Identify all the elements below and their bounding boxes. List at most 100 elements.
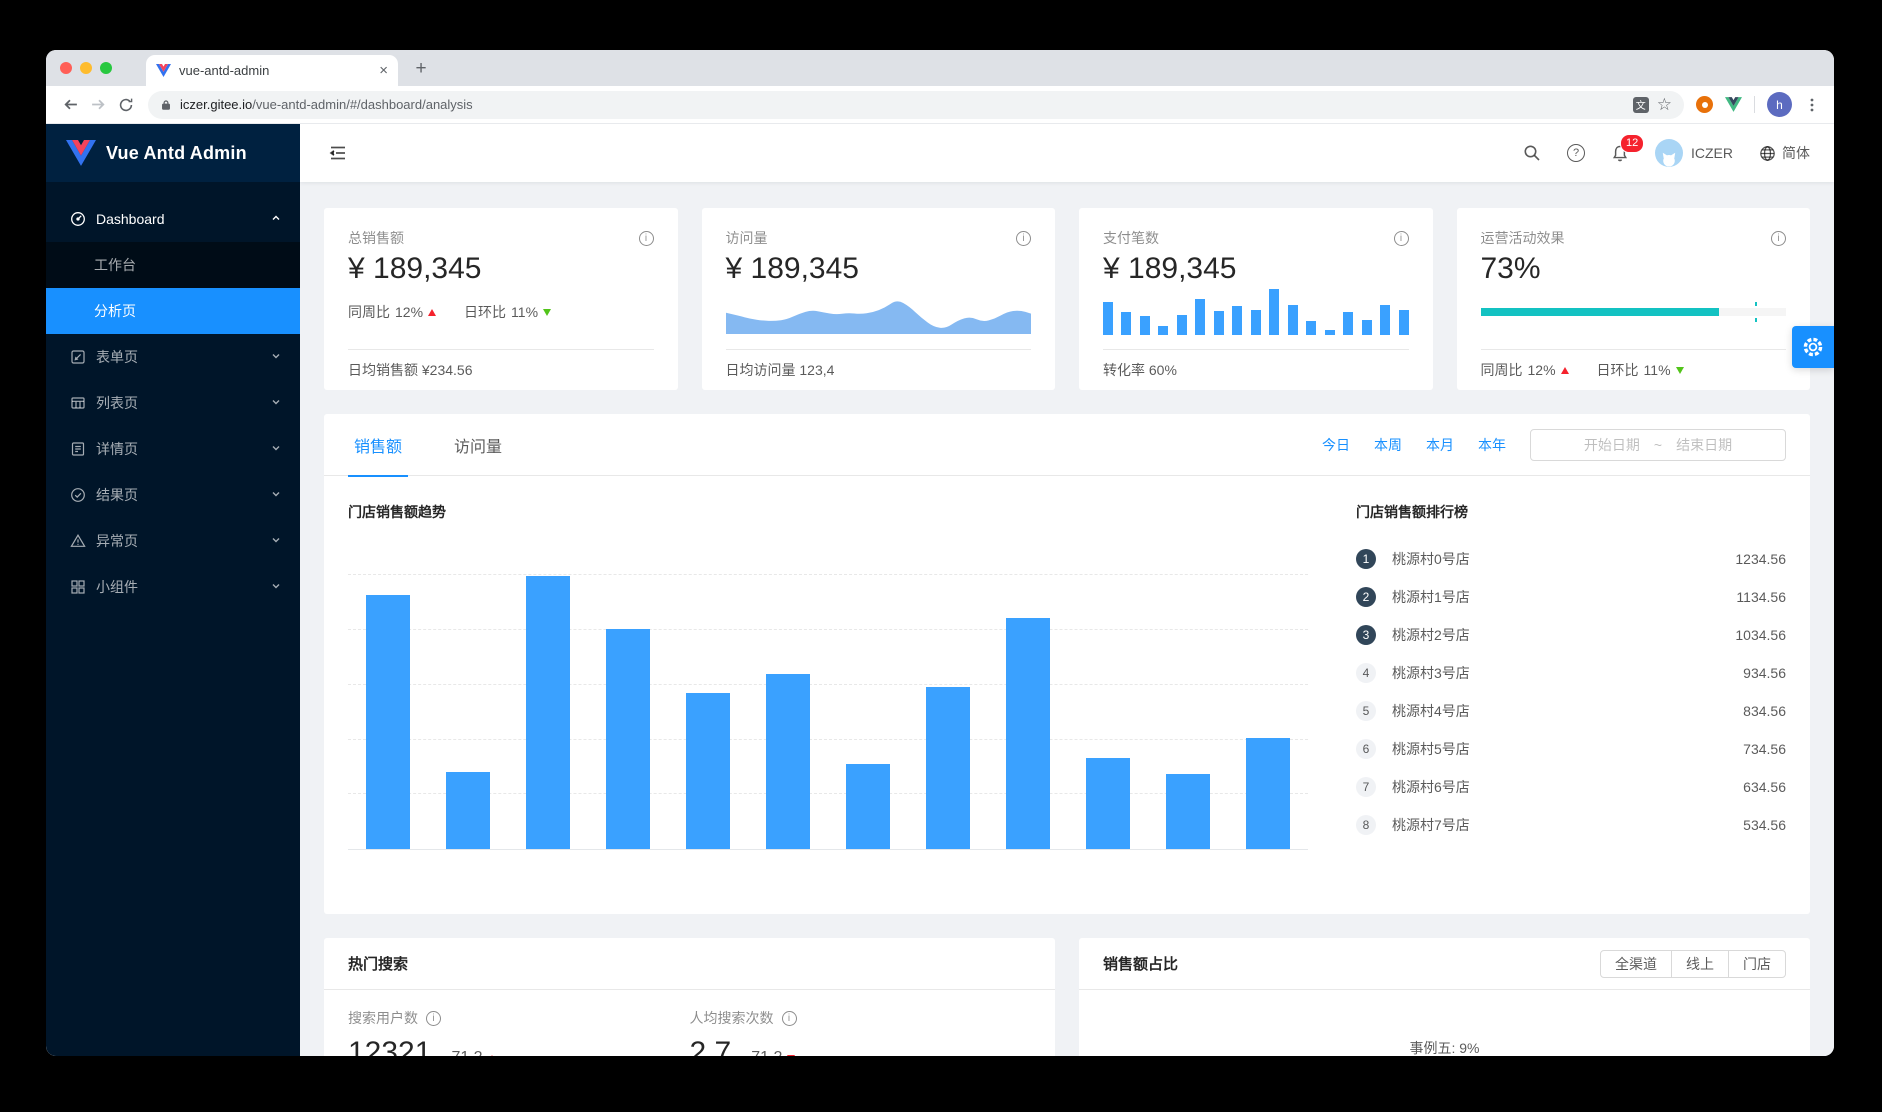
day-trend: 日环比 11% <box>464 302 552 322</box>
chart-row: 门店销售额趋势 门店销售额排行榜 1 桃源村0号店 1234.56 2 桃源村1号店 11… <box>324 476 1810 850</box>
sidebar-item-detail[interactable]: 详情页 <box>46 426 300 472</box>
sidebar-item-dashboard[interactable]: Dashboard <box>46 196 300 242</box>
close-window-button[interactable] <box>60 62 72 74</box>
sidebar-item-result[interactable]: 结果页 <box>46 472 300 518</box>
visits-mini-area-chart <box>725 301 1031 334</box>
metric-delta-value: 71.2 <box>451 1049 482 1056</box>
sidebar-item-analysis[interactable]: 分析页 <box>46 288 300 334</box>
range-controls: 今日 本周 本月 本年 开始日期 ~ 结束日期 <box>1322 428 1786 461</box>
notification-bell[interactable]: 12 <box>1611 133 1645 163</box>
quick-range-3[interactable]: 本年 <box>1478 436 1506 453</box>
trend-chart-title: 门店销售额趋势 <box>348 504 446 520</box>
trend-bar <box>1166 774 1210 849</box>
trend-bar <box>1006 617 1050 849</box>
user-menu[interactable]: ICZER <box>1655 139 1733 167</box>
channel-button-0[interactable]: 全渠道 <box>1600 949 1672 978</box>
ranking-row[interactable]: 1 桃源村0号店 1234.56 <box>1356 540 1786 578</box>
help-icon[interactable]: ? <box>1567 144 1585 162</box>
trend-up-icon <box>1560 366 1569 374</box>
ranking-row[interactable]: 6 桃源村5号店 734.56 <box>1356 730 1786 768</box>
url-bar[interactable]: iczer.gitee.io/vue-antd-admin/#/dashboar… <box>148 90 1684 119</box>
metric-main-value: 12321 <box>348 1036 432 1056</box>
store-name: 桃源村7号店 <box>1392 817 1470 833</box>
info-icon[interactable]: i <box>1393 230 1409 246</box>
tab-sales[interactable]: 销售额 <box>348 414 409 477</box>
bookmark-star-icon[interactable]: ☆ <box>1656 95 1672 114</box>
sales-ratio-card: 销售额占比 全渠道 线上 门店 事例五: 9% <box>1079 938 1810 1056</box>
search-icon[interactable] <box>1523 144 1541 162</box>
info-icon[interactable]: i <box>1016 230 1031 246</box>
sales-ratio-title: 销售额占比 <box>1103 956 1179 973</box>
chrome-menu-icon[interactable] <box>1804 97 1820 113</box>
app-logo[interactable]: Vue Antd Admin <box>46 124 300 182</box>
new-tab-button[interactable]: + <box>415 58 427 79</box>
date-range-picker[interactable]: 开始日期 ~ 结束日期 <box>1530 428 1786 461</box>
store-sales-trend-section: 门店销售额趋势 <box>348 502 1308 850</box>
stat-card-title: 支付笔数 <box>1103 230 1159 246</box>
metric-0: 搜索用户数 i 12321 71.2 <box>348 1008 690 1056</box>
info-icon[interactable]: i <box>1771 230 1786 246</box>
globe-icon <box>1760 145 1775 161</box>
store-sales-value: 634.56 <box>1743 779 1786 795</box>
theme-settings-button[interactable] <box>1792 326 1834 368</box>
quick-range-2[interactable]: 本月 <box>1426 436 1454 453</box>
ranking-row[interactable]: 3 桃源村2号店 1034.56 <box>1356 616 1786 654</box>
sidebar-item-components[interactable]: 小组件 <box>46 564 300 610</box>
tab-visits[interactable]: 访问量 <box>454 438 503 456</box>
sidebar: Vue Antd Admin Dashboard 工作台分析页 表单页 列表页 详情页结… <box>46 124 300 1056</box>
ranking-row[interactable]: 5 桃源村4号店 834.56 <box>1356 692 1786 730</box>
menu-fold-icon[interactable] <box>328 143 348 163</box>
store-sales-trend-chart <box>348 548 1308 850</box>
tab-title: vue-antd-admin <box>179 63 270 78</box>
stat-card-effect: 运营活动效果 i 73% 同周比 12% 日环 <box>1456 208 1810 390</box>
store-name: 桃源村6号店 <box>1392 779 1470 795</box>
language-switch[interactable]: 简体 <box>1759 143 1810 163</box>
ranking-row[interactable]: 2 桃源村1号店 1134.56 <box>1356 578 1786 616</box>
quick-range-1[interactable]: 本周 <box>1374 436 1402 453</box>
sidebar-item-exception[interactable]: 异常页 <box>46 518 300 564</box>
reload-button[interactable] <box>112 91 140 119</box>
forward-button[interactable] <box>84 91 112 119</box>
channel-button-1[interactable]: 线上 <box>1671 949 1729 978</box>
store-name: 桃源村4号店 <box>1392 703 1470 719</box>
info-icon[interactable]: i <box>426 1010 441 1026</box>
ranking-row[interactable]: 8 桃源村7号店 534.56 <box>1356 806 1786 844</box>
chrome-profile-avatar[interactable]: h <box>1767 92 1792 117</box>
store-sales-value: 1134.56 <box>1736 589 1786 605</box>
extension-orange-icon[interactable] <box>1696 96 1713 113</box>
ranking-list: 1 桃源村0号店 1234.56 2 桃源村1号店 1134.56 3 桃源村2号店 1034.… <box>1356 540 1786 844</box>
quick-range-0[interactable]: 今日 <box>1322 436 1350 453</box>
translate-icon[interactable]: 文 <box>1632 96 1649 113</box>
sidebar-item-workplace[interactable]: 工作台 <box>46 242 300 288</box>
ranking-row[interactable]: 7 桃源村6号店 634.56 <box>1356 768 1786 806</box>
date-start-placeholder: 开始日期 <box>1583 436 1640 453</box>
tab-close-icon[interactable]: × <box>379 62 388 79</box>
dashboard-content: 总销售额 i ¥ 189,345 同周比 12% 日环比 11% 日均销售额 ¥234… <box>300 182 1834 1056</box>
hot-search-metrics: 搜索用户数 i 12321 71.2 人均搜索次数 i 2.7 71.2 <box>324 990 1055 1056</box>
main-area: ? 12 ICZER 简体 <box>300 124 1834 1056</box>
gridline <box>348 793 1308 795</box>
metric-delta: 71.2 <box>751 1049 796 1056</box>
info-icon[interactable]: i <box>638 230 654 246</box>
sidebar-item-list[interactable]: 列表页 <box>46 380 300 426</box>
day-trend: 日环比 11% <box>1597 360 1684 380</box>
sidebar-item-label: 工作台 <box>94 257 136 273</box>
back-button[interactable] <box>56 91 84 119</box>
sidebar-menu: Dashboard 工作台分析页 表单页 列表页 详情页 结果页 异常页 小组件 <box>46 182 300 610</box>
stat-card-value: ¥ 189,345 <box>348 252 482 285</box>
date-end-placeholder: 结束日期 <box>1676 436 1733 453</box>
sidebar-item-form[interactable]: 表单页 <box>46 334 300 380</box>
trend-bar <box>1086 758 1130 849</box>
ranking-row[interactable]: 4 桃源村3号店 934.56 <box>1356 654 1786 692</box>
browser-tab[interactable]: vue-antd-admin × <box>146 55 398 86</box>
rank-badge: 7 <box>1356 777 1376 797</box>
trend-bar <box>606 629 650 849</box>
fullscreen-window-button[interactable] <box>100 62 112 74</box>
vue-devtools-icon[interactable] <box>1725 97 1742 112</box>
minimize-window-button[interactable] <box>80 62 92 74</box>
channel-button-2[interactable]: 门店 <box>1728 949 1786 978</box>
trend-bar <box>1246 737 1290 849</box>
mini-bar <box>1398 309 1409 335</box>
info-icon[interactable]: i <box>781 1010 797 1026</box>
stat-card-title: 总销售额 <box>348 230 404 246</box>
